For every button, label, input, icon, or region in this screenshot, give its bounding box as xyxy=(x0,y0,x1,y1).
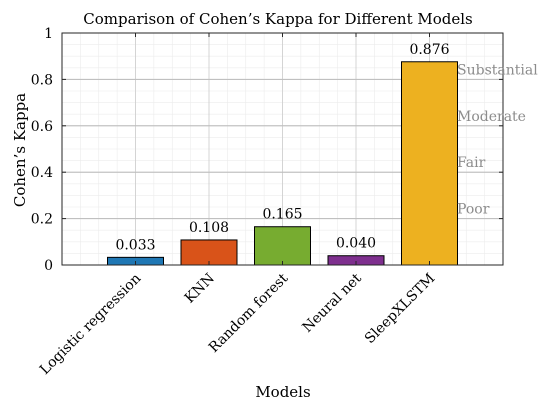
y-axis-label: Cohen’s Kappa xyxy=(11,93,29,207)
x-tick-label: SleepXLSTM xyxy=(362,271,438,347)
x-tick-label: Logistic regression xyxy=(37,271,144,378)
annotation-label: Fair xyxy=(457,155,486,171)
x-tick-label: Random forest xyxy=(206,270,292,356)
x-tick-label: Neural net xyxy=(299,270,365,336)
y-tick-label: 0 xyxy=(44,258,53,274)
x-tick-label: KNN xyxy=(182,271,218,307)
bar-random-forest xyxy=(254,226,311,266)
chart-title: Comparison of Cohen’s Kappa for Differen… xyxy=(83,10,473,28)
y-tick-label: 0.8 xyxy=(31,72,53,88)
bar-value-label: 0.165 xyxy=(262,207,302,223)
bar-sleepxlstm xyxy=(401,61,458,266)
annotation-label: Poor xyxy=(457,202,490,218)
y-tick-label: 0.6 xyxy=(31,119,53,135)
bar-value-label: 0.108 xyxy=(189,220,229,236)
labels-layer: 0.033 0.108 0.165 0.040 0.876 0 0.2 0.4 0.6 0.8 1 L… xyxy=(31,26,538,378)
bar-value-label: 0.876 xyxy=(409,42,449,58)
x-axis-label: Models xyxy=(255,383,310,401)
bar-value-label: 0.040 xyxy=(336,236,376,252)
bar-value-label: 0.033 xyxy=(115,237,155,253)
annotation-label: Moderate xyxy=(457,109,526,125)
annotation-label: Substantial xyxy=(457,62,538,78)
y-tick-label: 1 xyxy=(44,26,53,42)
y-tick-label: 0.2 xyxy=(31,212,53,228)
y-tick-label: 0.4 xyxy=(31,165,53,181)
axes-layer xyxy=(61,32,504,266)
